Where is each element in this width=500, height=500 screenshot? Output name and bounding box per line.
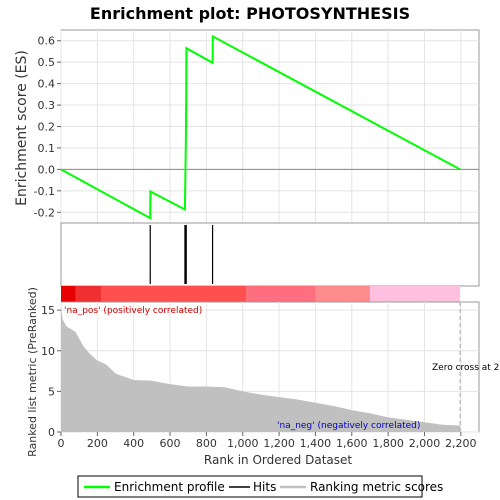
x-tick-label: 600 (160, 437, 181, 450)
es-tick-label: 0.5 (38, 56, 56, 69)
es-tick-label: 0.1 (38, 142, 56, 155)
legend-enrichment-label: Enrichment profile (114, 480, 225, 494)
x-tick-label: 2,000 (409, 437, 441, 450)
es-tick-label: 0.0 (38, 163, 56, 176)
x-tick-label: 400 (123, 437, 144, 450)
x-tick-label: 200 (87, 437, 108, 450)
ranked-list-color-bar (61, 286, 461, 302)
hits-plot-area (60, 222, 480, 287)
es-tick-label: 0.3 (38, 99, 56, 112)
color-bar-segment (315, 286, 370, 302)
metric-y-ticks: 0 5 10 15 (41, 304, 61, 439)
metric-tick-label: 10 (41, 345, 55, 358)
legend-hits-label: Hits (253, 480, 276, 494)
legend: Enrichment profile Hits Ranking metric s… (77, 475, 443, 498)
x-tick-label: 1,200 (263, 437, 295, 450)
ranking-metric-area (61, 303, 461, 432)
es-tick-label: 0.6 (38, 35, 56, 48)
x-tick-label: 800 (196, 437, 217, 450)
enrichment-profile-line (60, 34, 461, 220)
es-y-axis-label: Enrichment score (ES) (14, 50, 30, 206)
x-tick-label: 0 (58, 437, 65, 450)
x-axis-label: Rank in Ordered Dataset (204, 453, 352, 467)
metric-y-axis-label: Ranked list metric (PreRanked) (26, 287, 39, 457)
color-bar-segment (61, 286, 76, 302)
es-y-ticks: -0.2 -0.1 0.0 0.1 0.2 0.3 0.4 0.5 0.6 (34, 35, 61, 219)
x-tick-label: 1,000 (227, 437, 259, 450)
es-panel: -0.2 -0.1 0.0 0.1 0.2 0.3 0.4 0.5 0.6 Enrichment… (14, 29, 480, 224)
es-series-layer (60, 34, 461, 220)
hits-layer (149, 225, 214, 284)
es-tick-label: 0.4 (38, 78, 56, 91)
metric-tick-label: 15 (41, 304, 55, 317)
metric-tick-label: 0 (48, 426, 55, 439)
x-tick-label: 1,800 (372, 437, 404, 450)
color-bar-segment (75, 286, 101, 302)
metric-layer (61, 302, 461, 432)
zero-cross-label: Zero cross at 2 (432, 363, 499, 373)
color-bar-segment (369, 286, 461, 302)
legend-metric-label: Ranking metric scores (310, 480, 443, 494)
x-tick-label: 1,600 (336, 437, 368, 450)
es-tick-label: -0.2 (34, 206, 55, 219)
es-tick-label: 0.2 (38, 121, 56, 134)
positive-correlation-label: 'na_pos' (positively correlated) (64, 306, 202, 316)
es-tick-label: -0.1 (34, 185, 55, 198)
hits-panel (60, 222, 480, 287)
metric-tick-label: 5 (48, 385, 55, 398)
x-tick-label: 2,200 (445, 437, 477, 450)
color-bar-segment (100, 286, 247, 302)
negative-correlation-label: 'na_neg' (negatively correlated) (277, 421, 420, 431)
chart-title: Enrichment plot: PHOTOSYNTHESIS (90, 4, 410, 23)
x-axis: 0 200 400 600 800 1,000 1,200 1,400 1,600 1,800 2,… (58, 432, 477, 450)
x-tick-label: 1,400 (300, 437, 332, 450)
color-bar-segment (246, 286, 316, 302)
